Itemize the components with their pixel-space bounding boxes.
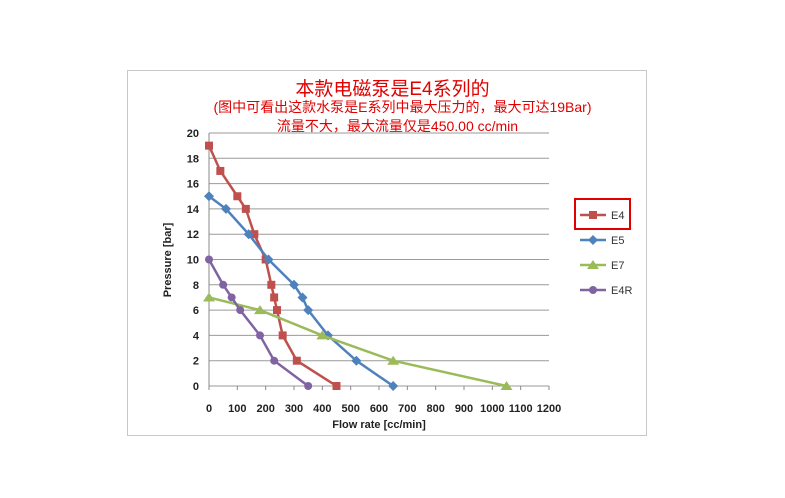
x-tick-label: 600 [370,403,388,415]
x-tick-label: 200 [256,403,274,415]
data-point-e4r [270,356,279,365]
y-tick-label: 6 [193,305,199,317]
x-tick-label: 700 [398,403,416,415]
data-point-e7 [316,330,329,340]
chart-title: 本款电磁泵是E4系列的 [295,79,490,100]
data-point-e4r [304,382,313,390]
x-tick-label: 1000 [480,403,504,415]
data-point-e4 [250,230,259,239]
series-line-e4 [207,145,338,388]
data-point-e4 [292,356,301,365]
data-point-e4 [278,331,287,340]
series-line-e5 [208,195,394,388]
data-point-e5 [351,355,362,366]
data-point-e4r [236,306,245,315]
data-point-e4 [270,293,279,302]
x-tick-label: 300 [285,403,303,415]
y-tick-label: 2 [193,356,199,368]
legend-highlight-box [574,198,631,230]
series-line-e7 [208,296,507,388]
data-point-e7 [387,355,400,365]
legend-marker-e4 [589,211,597,219]
legend-marker-e5 [588,235,598,245]
data-point-e4 [273,306,281,315]
x-axis-label: Flow rate [cc/min] [332,419,426,431]
data-point-e4r [256,331,264,340]
data-point-e7 [203,292,215,302]
y-tick-label: 4 [193,330,200,342]
x-tick-label: 900 [455,403,473,415]
x-tick-label: 800 [426,403,444,415]
y-tick-label: 14 [187,204,200,216]
data-point-e5 [221,203,231,214]
data-point-e5 [297,292,308,303]
y-tick-label: 12 [187,229,199,241]
legend-label-e4: E4 [611,210,624,222]
legend-label-e4r: E4R [611,285,632,297]
y-tick-label: 16 [187,179,199,191]
y-tick-label: 18 [187,153,199,165]
y-tick-label: 0 [193,381,199,393]
chart-frame [127,70,647,436]
legend-marker-e4r [589,286,597,294]
data-point-e4 [241,204,250,213]
chart-subtitle-2: 流量不大，最大流量仅是450.00 cc/min [276,118,519,134]
data-point-e4 [205,141,213,150]
data-point-e5 [303,305,314,316]
data-point-e4 [332,382,341,390]
y-tick-label: 20 [187,128,199,140]
data-point-e7 [254,305,266,315]
data-point-e4 [216,166,225,175]
chart-subtitle-1: (图中可看出这款水泵是E系列中最大压力的，最大可达19Bar) [213,99,592,115]
y-tick-label: 8 [193,280,199,292]
x-tick-label: 1100 [509,403,533,415]
x-tick-label: 500 [341,403,359,415]
legend-label-e5: E5 [611,235,624,247]
x-tick-label: 1200 [537,403,561,415]
data-point-e4r [205,255,213,264]
x-tick-label: 100 [228,403,246,415]
x-tick-label: 0 [206,403,212,415]
y-axis-label: Pressure [bar] [162,222,174,297]
data-point-e5 [289,279,299,290]
legend-label-e7: E7 [611,260,624,272]
data-point-e5 [243,229,254,240]
data-point-e4 [233,192,242,201]
data-point-e5 [263,254,274,265]
data-point-e4 [267,280,276,289]
data-point-e5 [204,191,214,202]
legend-marker-e7 [587,260,599,269]
data-point-e4r [227,293,236,302]
y-tick-label: 10 [187,255,199,267]
data-point-e7 [500,381,513,390]
data-point-e5 [388,381,399,391]
data-point-e4r [219,280,228,289]
x-tick-label: 400 [313,403,331,415]
